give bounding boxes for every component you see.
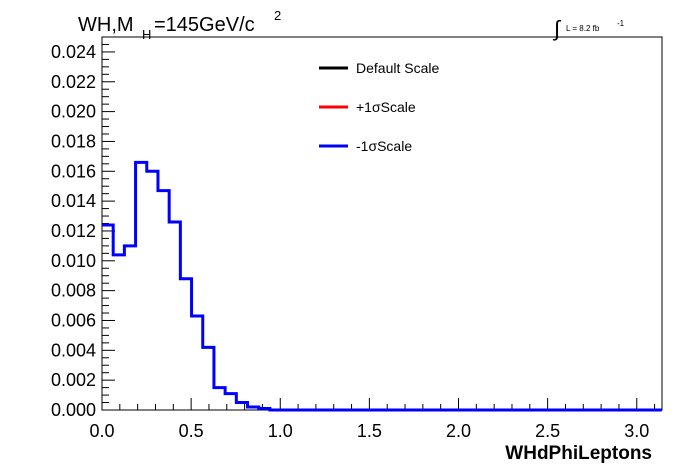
lumi-label: L = 8.2 fb	[566, 24, 600, 33]
y-tick-label: 0.014	[51, 191, 96, 211]
x-tick-label: 0.5	[179, 421, 204, 441]
y-tick-label: 0.004	[51, 340, 96, 360]
y-tick-label: 0.016	[51, 161, 96, 181]
y-tick-label: 0.000	[51, 400, 96, 420]
lumi-superscript: -1	[617, 19, 625, 28]
title-rest: =145GeV/c	[154, 14, 255, 36]
x-tick-label: 0.0	[89, 421, 114, 441]
legend-label-default: Default Scale	[356, 60, 439, 76]
y-tick-label: 0.002	[51, 370, 96, 390]
y-tick-label: 0.010	[51, 251, 96, 271]
legend-label-plus1sigma: +1σScale	[356, 99, 416, 115]
series-layer	[102, 160, 662, 412]
y-tick-label: 0.006	[51, 310, 96, 330]
y-tick-label: 0.018	[51, 131, 96, 151]
x-tick-label: 3.0	[624, 421, 649, 441]
legend: Default Scale +1σScale -1σScale	[319, 60, 439, 154]
x-axis-title: WHdPhiLeptons	[505, 443, 652, 464]
x-tick-label: 1.5	[357, 421, 382, 441]
y-tick-label: 0.008	[51, 281, 96, 301]
y-tick-label: 0.024	[51, 42, 96, 62]
axes: 0.000 0.002 0.004 0.006 0.008 0.010 0.012 0.014…	[51, 36, 656, 441]
series-line	[102, 160, 662, 412]
title-main: WH,M	[78, 14, 134, 36]
title-subscript: H	[142, 27, 151, 42]
x-tick-label: 1.0	[268, 421, 293, 441]
y-tick-label: 0.022	[51, 72, 96, 92]
y-tick-label: 0.020	[51, 102, 96, 122]
y-tick-label: 0.012	[51, 221, 96, 241]
x-tick-label: 2.5	[535, 421, 560, 441]
title-superscript: 2	[274, 8, 281, 23]
lumi-integral-sign: ∫	[552, 16, 562, 41]
x-tick-label: 2.0	[446, 421, 471, 441]
legend-label-minus1sigma: -1σScale	[356, 138, 412, 154]
